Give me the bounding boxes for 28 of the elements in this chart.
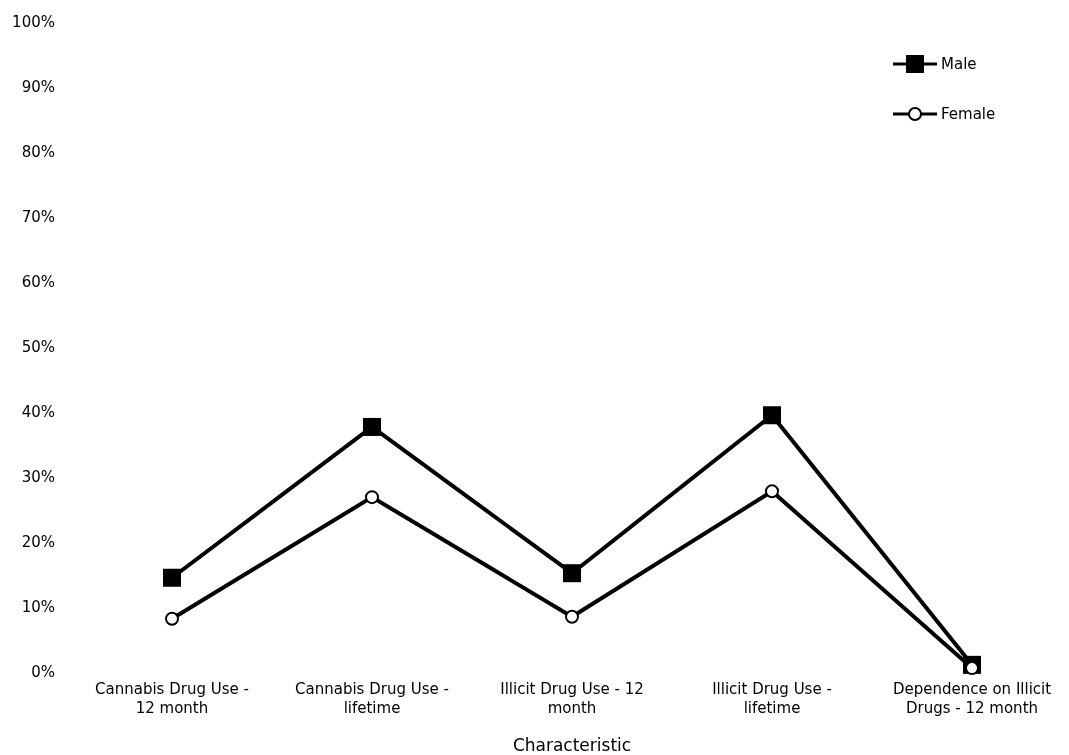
point [365,490,379,505]
y-tick-label: 80% [21,142,55,161]
legend-label: Male [941,54,977,73]
x-tick-label: Cannabis Drug Use - 12 month [95,680,249,717]
point [765,484,779,499]
x-tick-label: Illicit Drug Use - 12 month [500,680,644,717]
y-tick-label: 0% [31,662,55,681]
y-tick-label: 90% [21,77,55,96]
y-tick-label: 40% [21,402,55,421]
y-tick-label: 50% [21,337,55,356]
y-tick-label: 10% [21,597,55,616]
x-tick-label: Dependence on Illicit Drugs - 12 month [892,680,1052,717]
y-tick-label: 20% [21,532,55,551]
point [565,609,579,624]
y-tick-label: 60% [21,272,55,291]
legend-label: Female [941,104,996,123]
x-tick-label: Illicit Drug Use - lifetime [712,680,832,717]
point [563,564,581,583]
point [363,417,381,436]
y-tick-label: 70% [21,207,55,226]
x-tick-label: Cannabis Drug Use - lifetime [295,680,449,717]
point [165,611,179,626]
point [965,661,979,676]
x-axis-title: Characteristic [512,735,632,755]
y-tick-label: 30% [21,467,55,486]
point [163,568,181,587]
point [763,406,781,425]
y-tick-label: 100% [12,12,55,31]
